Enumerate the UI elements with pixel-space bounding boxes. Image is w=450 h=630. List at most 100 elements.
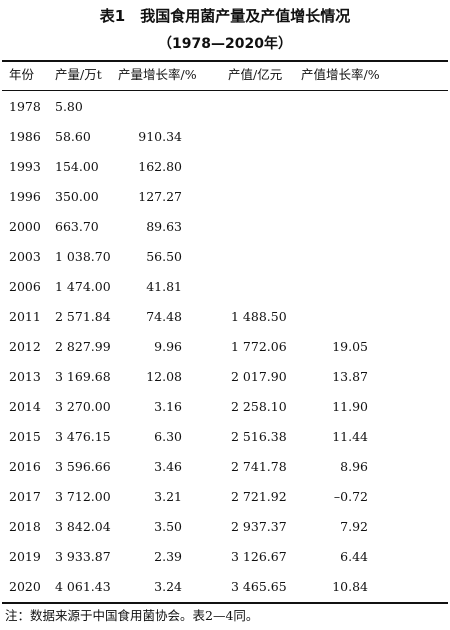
- cell-value-growth: 11.90: [332, 399, 368, 414]
- table-row: 2000 663.70 89.63: [0, 212, 450, 242]
- cell-year: 2006: [9, 279, 41, 294]
- cell-year: 2016: [9, 459, 41, 474]
- cell-output-growth: 74.48: [146, 309, 182, 324]
- cell-output: 5.80: [55, 99, 83, 114]
- cell-value-growth: 13.87: [332, 369, 368, 384]
- header-output-growth: 产量增长率/%: [118, 67, 197, 82]
- cell-value-growth: –0.72: [333, 489, 368, 504]
- cell-output: 58.60: [55, 129, 91, 144]
- cell-output-growth: 3.21: [154, 489, 182, 504]
- cell-value: 3 465.65: [231, 579, 287, 594]
- cell-output: 3 169.68: [55, 369, 111, 384]
- cell-value: 3 126.67: [231, 549, 287, 564]
- table-note: 注：数据来源于中国食用菌协会。表2—4同。: [5, 608, 259, 623]
- cell-output: 3 712.00: [55, 489, 111, 504]
- table-row: 1993 154.00 162.80: [0, 152, 450, 182]
- cell-output: 2 571.84: [55, 309, 111, 324]
- cell-year: 2003: [9, 249, 41, 264]
- cell-value-growth: [318, 92, 368, 122]
- header-value-growth: 产值增长率/%: [301, 67, 380, 82]
- cell-year: 1993: [9, 159, 41, 174]
- table-row: 2012 2 827.99 9.96 1 772.06 19.05: [0, 332, 450, 362]
- cell-year: 2012: [9, 339, 41, 354]
- cell-year: 2019: [9, 549, 41, 564]
- table-row: 2016 3 596.66 3.46 2 741.78 8.96: [0, 452, 450, 482]
- cell-value: 2 741.78: [231, 459, 287, 474]
- cell-output-growth: 9.96: [154, 339, 182, 354]
- cell-value-growth: [318, 242, 368, 272]
- table-row: 1978 5.80: [0, 92, 450, 122]
- cell-output: 2 827.99: [55, 339, 111, 354]
- cell-value-growth: 8.96: [340, 459, 368, 474]
- cell-output: 3 842.04: [55, 519, 111, 534]
- cell-value-growth: [318, 182, 368, 212]
- cell-year: 2015: [9, 429, 41, 444]
- cell-output-growth: 56.50: [146, 249, 182, 264]
- cell-value: 2 937.37: [231, 519, 287, 534]
- cell-output-growth: 162.80: [138, 159, 182, 174]
- cell-value-growth: 7.92: [340, 519, 368, 534]
- cell-year: 2013: [9, 369, 41, 384]
- header-year: 年份: [9, 67, 35, 82]
- header-output: 产量/万t: [55, 67, 102, 82]
- cell-output-growth: 6.30: [154, 429, 182, 444]
- top-rule: [2, 60, 448, 62]
- cell-year: 2018: [9, 519, 41, 534]
- cell-value: 1 488.50: [231, 309, 287, 324]
- table-subtitle: （1978—2020年）: [158, 36, 292, 52]
- cell-year: 2014: [9, 399, 41, 414]
- cell-value: 2 721.92: [231, 489, 287, 504]
- table-title: 表1 我国食用菌产量及产值增长情况: [99, 7, 351, 25]
- header-value: 产值/亿元: [228, 67, 283, 82]
- cell-value: 2 017.90: [231, 369, 287, 384]
- table-row: 2015 3 476.15 6.30 2 516.38 11.44: [0, 422, 450, 452]
- cell-value-growth: 11.44: [332, 429, 368, 444]
- cell-value-growth: [318, 212, 368, 242]
- cell-output-growth: 2.39: [154, 549, 182, 564]
- cell-output: 3 476.15: [55, 429, 111, 444]
- table-row: 1996 350.00 127.27: [0, 182, 450, 212]
- cell-year: 1986: [9, 129, 41, 144]
- cell-output-growth: 3.16: [154, 399, 182, 414]
- cell-year: 2020: [9, 579, 41, 594]
- cell-output: 3 933.87: [55, 549, 111, 564]
- cell-output-growth: 41.81: [146, 279, 182, 294]
- cell-value-growth: [318, 122, 368, 152]
- cell-output-growth: [118, 92, 182, 122]
- cell-output: 663.70: [55, 219, 99, 234]
- cell-output: 3 270.00: [55, 399, 111, 414]
- cell-year: 1978: [9, 99, 41, 114]
- cell-year: 2000: [9, 219, 41, 234]
- cell-output: 350.00: [55, 189, 99, 204]
- cell-year: 2011: [9, 309, 41, 324]
- cell-value-growth: 6.44: [340, 549, 368, 564]
- cell-value-growth: [318, 272, 368, 302]
- table-row: 2006 1 474.00 41.81: [0, 272, 450, 302]
- table-row: 2019 3 933.87 2.39 3 126.67 6.44: [0, 542, 450, 572]
- cell-output-growth: 3.24: [154, 579, 182, 594]
- cell-output-growth: 3.50: [154, 519, 182, 534]
- table-row: 2014 3 270.00 3.16 2 258.10 11.90: [0, 392, 450, 422]
- cell-year: 1996: [9, 189, 41, 204]
- cell-year: 2017: [9, 489, 41, 504]
- cell-value-growth: 19.05: [332, 339, 368, 354]
- cell-value: 2 258.10: [231, 399, 287, 414]
- cell-value: 1 772.06: [231, 339, 287, 354]
- table-row: 2018 3 842.04 3.50 2 937.37 7.92: [0, 512, 450, 542]
- cell-value-growth: [318, 302, 368, 332]
- table-row: 2017 3 712.00 3.21 2 721.92 –0.72: [0, 482, 450, 512]
- cell-output-growth: 127.27: [138, 189, 182, 204]
- header-rule: [2, 90, 448, 91]
- cell-output: 1 038.70: [55, 249, 111, 264]
- table-row: 2020 4 061.43 3.24 3 465.65 10.84: [0, 572, 450, 602]
- table-row: 2013 3 169.68 12.08 2 017.90 13.87: [0, 362, 450, 392]
- cell-value-growth: [318, 152, 368, 182]
- cell-output: 154.00: [55, 159, 99, 174]
- cell-output: 1 474.00: [55, 279, 111, 294]
- table-row: 2011 2 571.84 74.48 1 488.50: [0, 302, 450, 332]
- bottom-rule: [2, 602, 448, 604]
- cell-output: 3 596.66: [55, 459, 111, 474]
- cell-value: 2 516.38: [231, 429, 287, 444]
- cell-output-growth: 3.46: [154, 459, 182, 474]
- cell-output-growth: 12.08: [146, 369, 182, 384]
